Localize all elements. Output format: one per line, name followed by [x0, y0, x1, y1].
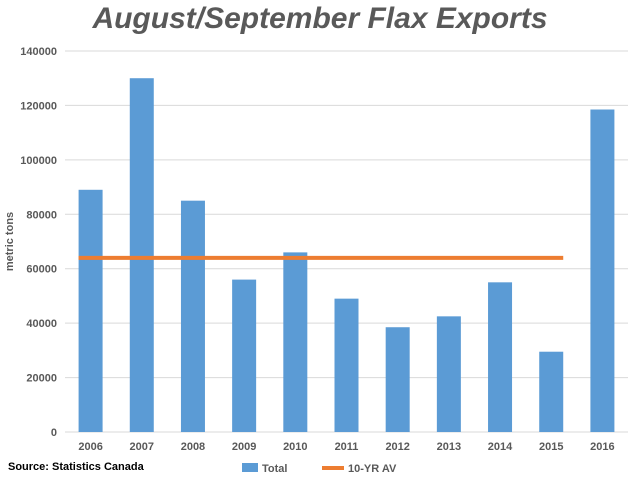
y-tick-label: 20000: [26, 373, 57, 385]
x-tick-label: 2016: [590, 441, 614, 453]
x-tick-label: 2011: [335, 441, 359, 453]
bar: [283, 252, 308, 432]
x-tick-label: 2007: [130, 441, 154, 453]
legend-label-total: Total: [262, 463, 287, 475]
x-tick-label: 2009: [232, 441, 256, 453]
y-tick-label: 80000: [26, 209, 57, 221]
bar: [180, 200, 205, 432]
legend-swatch-total: [242, 463, 258, 472]
y-tick-label: 60000: [26, 264, 57, 276]
bar: [334, 298, 359, 432]
y-tick-label: 140000: [20, 46, 57, 58]
x-tick-label: 2012: [385, 441, 409, 453]
bar: [78, 189, 103, 432]
bar: [488, 282, 513, 432]
bar: [590, 109, 615, 432]
bar: [539, 351, 564, 432]
x-tick-label: 2008: [181, 441, 205, 453]
bar: [436, 316, 461, 432]
legend-label-average: 10-YR AV: [348, 463, 397, 475]
y-tick-label: 100000: [20, 155, 57, 167]
x-tick-label: 2006: [78, 441, 102, 453]
chart-title: August/September Flax Exports: [92, 2, 548, 35]
bar: [232, 279, 257, 432]
y-axis-title: metric tons: [4, 212, 16, 271]
y-tick-label: 120000: [20, 100, 57, 112]
bar: [129, 78, 154, 432]
x-tick-label: 2010: [283, 441, 307, 453]
x-tick-label: 2014: [488, 441, 513, 453]
y-tick-label: 40000: [26, 318, 57, 330]
source-note: Source: Statistics Canada: [8, 461, 144, 473]
x-tick-label: 2015: [539, 441, 563, 453]
y-tick-label: 0: [51, 427, 57, 439]
bar: [385, 327, 410, 432]
x-tick-label: 2013: [437, 441, 461, 453]
